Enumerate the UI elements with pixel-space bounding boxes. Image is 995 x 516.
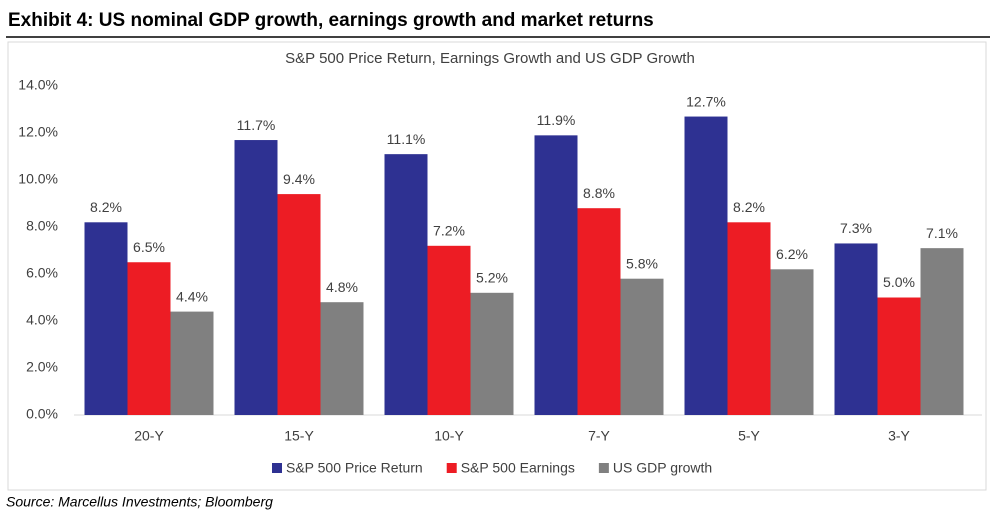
- bar: [920, 248, 964, 415]
- y-tick-label: 0.0%: [26, 406, 58, 422]
- bar: [384, 154, 428, 415]
- value-label: 5.0%: [883, 274, 915, 290]
- value-label: 4.8%: [326, 279, 358, 295]
- bar: [234, 140, 278, 416]
- value-label: 8.2%: [90, 199, 122, 215]
- y-tick-label: 4.0%: [26, 312, 58, 328]
- value-label: 6.2%: [776, 246, 808, 262]
- x-tick-label: 15-Y: [284, 428, 314, 444]
- bar: [727, 222, 771, 415]
- bar: [127, 262, 171, 415]
- bar: [470, 292, 514, 415]
- bar: [534, 135, 578, 415]
- value-label: 8.8%: [583, 185, 615, 201]
- x-tick-label: 3-Y: [888, 428, 910, 444]
- legend-label: US GDP growth: [613, 460, 712, 476]
- legend-swatch: [598, 463, 609, 473]
- value-label: 7.1%: [926, 225, 958, 241]
- y-tick-label: 14.0%: [18, 77, 58, 93]
- y-tick-label: 6.0%: [26, 265, 58, 281]
- bar: [427, 245, 471, 415]
- y-tick-label: 10.0%: [18, 171, 58, 187]
- y-tick-label: 12.0%: [18, 124, 58, 140]
- value-label: 11.7%: [237, 117, 276, 133]
- value-label: 9.4%: [283, 171, 315, 187]
- value-label: 11.1%: [387, 131, 426, 147]
- bar: [834, 243, 878, 415]
- value-label: 5.2%: [476, 270, 508, 286]
- bar: [84, 222, 128, 415]
- value-label: 6.5%: [133, 239, 165, 255]
- x-tick-label: 7-Y: [588, 428, 610, 444]
- exhibit-title: Exhibit 4: US nominal GDP growth, earnin…: [8, 10, 654, 31]
- bar: [684, 116, 728, 416]
- chart-title: S&P 500 Price Return, Earnings Growth an…: [285, 50, 695, 67]
- bar: [877, 297, 921, 415]
- x-tick-label: 10-Y: [434, 428, 464, 444]
- legend-label: S&P 500 Price Return: [286, 460, 423, 476]
- bar: [170, 311, 214, 415]
- value-label: 7.3%: [840, 220, 872, 236]
- bar: [277, 194, 321, 415]
- value-label: 5.8%: [626, 255, 658, 271]
- bar: [620, 278, 664, 415]
- legend-label: S&P 500 Earnings: [461, 460, 575, 476]
- bar: [320, 302, 364, 415]
- value-label: 12.7%: [686, 93, 726, 109]
- legend-swatch: [272, 463, 282, 473]
- value-label: 7.2%: [433, 223, 465, 239]
- x-tick-label: 5-Y: [738, 428, 760, 444]
- value-label: 8.2%: [733, 199, 765, 215]
- y-tick-label: 8.0%: [26, 218, 58, 234]
- value-label: 4.4%: [176, 288, 208, 304]
- bar: [577, 208, 621, 415]
- y-tick-label: 2.0%: [26, 359, 58, 375]
- x-tick-label: 20-Y: [134, 428, 164, 444]
- chart-frame: [7, 41, 987, 491]
- value-label: 11.9%: [537, 112, 576, 128]
- source: Source: Marcellus Investments; Bloomberg: [6, 494, 273, 510]
- bar: [770, 269, 814, 415]
- legend-swatch: [446, 463, 457, 473]
